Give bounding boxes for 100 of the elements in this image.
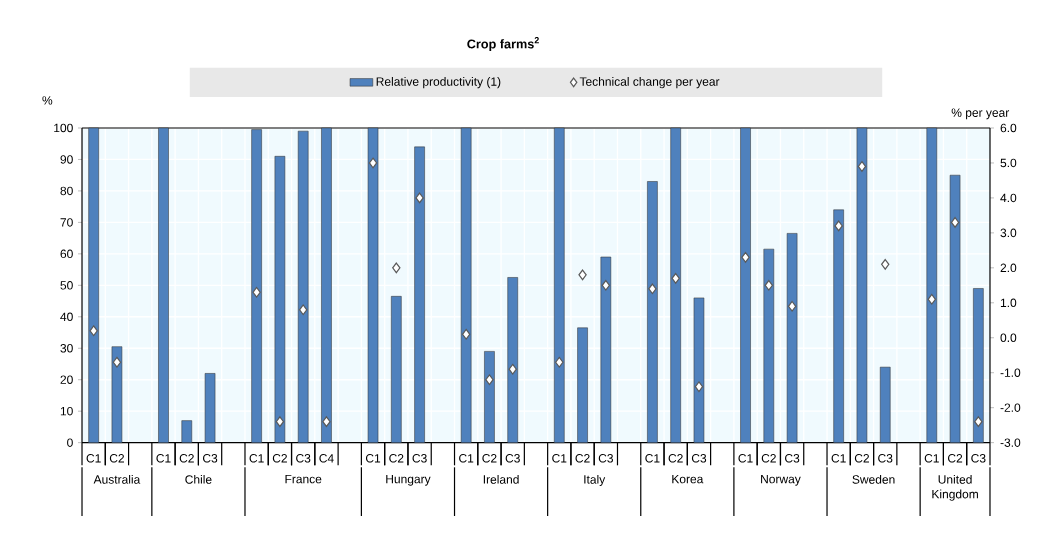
point xyxy=(601,279,611,291)
x-tick-label: C1 xyxy=(645,454,660,463)
point xyxy=(648,283,657,295)
bar xyxy=(949,174,961,443)
x-tick-label: C2 xyxy=(668,454,683,463)
y2-tick-label: 6.0 xyxy=(1000,123,1017,133)
bar xyxy=(554,127,565,443)
y-tick-label: 100 xyxy=(54,123,73,133)
bar xyxy=(297,130,309,443)
y2-tick-label: -3.0 xyxy=(1000,438,1021,447)
chart-title: Crop farms$^{2}$ xyxy=(467,37,539,51)
y2-tick-label: 3.0 xyxy=(1000,228,1017,238)
point xyxy=(671,272,680,284)
text: Hungary xyxy=(386,474,431,486)
bar xyxy=(647,181,658,443)
y2-tick-label: 2.0 xyxy=(1000,263,1017,273)
point xyxy=(974,416,983,428)
y2-tick-label: 1.0 xyxy=(1000,298,1017,308)
text: France xyxy=(285,474,322,484)
bar xyxy=(158,127,169,443)
point xyxy=(881,258,890,270)
x-tick-label: C3 xyxy=(691,454,707,463)
y2-tick-label: -2.0 xyxy=(1000,403,1021,412)
bar xyxy=(763,248,775,443)
text: Chile xyxy=(185,474,212,484)
x-tick-label: C3 xyxy=(598,454,613,463)
bar xyxy=(577,327,588,443)
x-tick-label: C2 xyxy=(272,454,287,463)
bar xyxy=(973,288,984,443)
bar xyxy=(740,127,751,443)
y-tick-label: 50 xyxy=(60,281,73,290)
y-tick-label: 80 xyxy=(60,186,73,196)
y-tick-label: 40 xyxy=(60,312,73,322)
x-tick-label: C2 xyxy=(179,454,194,463)
x-tick-label: C2 xyxy=(575,454,590,463)
y-tick-label: 90 xyxy=(60,155,73,164)
y-tick-label: 60 xyxy=(60,249,73,259)
y-tick-label: 70 xyxy=(60,218,73,227)
bar xyxy=(786,233,798,443)
point xyxy=(392,262,401,274)
point xyxy=(368,157,378,169)
bar xyxy=(833,209,844,443)
text: Australia xyxy=(93,474,141,484)
text: Norway xyxy=(761,474,801,486)
x-tick-label: C1 xyxy=(86,454,101,463)
x-tick-label: C3 xyxy=(878,454,893,463)
bar xyxy=(391,296,402,443)
point xyxy=(89,325,98,337)
y2-tick-label: 4.0 xyxy=(1000,193,1017,203)
x-tick-label: C2 xyxy=(482,454,497,463)
legend-label: Technical change per year xyxy=(579,77,720,89)
bar xyxy=(414,146,425,443)
y2-tick-label: 5.0 xyxy=(1000,158,1017,168)
text: Korea xyxy=(672,474,704,484)
point xyxy=(112,356,122,368)
x-tick-label: C3 xyxy=(203,454,218,463)
bar xyxy=(670,127,681,443)
bar xyxy=(321,127,332,443)
y2-tick-label: -1.0 xyxy=(1000,368,1021,377)
y-axis-title: % xyxy=(42,96,53,105)
point xyxy=(787,300,797,312)
x-tick-label: C4 xyxy=(319,454,334,463)
bar xyxy=(484,351,495,443)
x-tick-label: C1 xyxy=(552,454,567,463)
x-tick-label: C2 xyxy=(761,454,776,463)
bar xyxy=(251,129,262,443)
bar xyxy=(507,277,518,443)
bar xyxy=(600,256,612,443)
point xyxy=(950,216,960,228)
point xyxy=(415,192,424,204)
x-tick-label: C3 xyxy=(296,454,311,463)
point xyxy=(275,416,285,428)
y-tick-label: 20 xyxy=(60,375,73,384)
point xyxy=(857,161,867,172)
x-tick-label: C2 xyxy=(389,454,404,463)
point xyxy=(578,269,587,281)
x-tick-label: C1 xyxy=(924,454,939,463)
point xyxy=(485,374,494,386)
x-tick-label: C2 xyxy=(948,454,963,463)
bar xyxy=(204,373,216,443)
point xyxy=(508,363,517,375)
bar xyxy=(274,156,286,443)
bar xyxy=(856,127,868,443)
point xyxy=(927,293,936,305)
legend-label: Relative productivity (1) xyxy=(376,77,501,89)
x-tick-label: C1 xyxy=(459,454,474,463)
text: Ireland xyxy=(483,474,519,484)
bar xyxy=(181,420,193,443)
y-tick-label: 10 xyxy=(60,406,73,416)
y-tick-label: 30 xyxy=(60,344,73,353)
x-tick-label: C3 xyxy=(412,454,427,463)
point xyxy=(322,416,331,428)
x-tick-label: C2 xyxy=(854,454,869,463)
x-tick-label: C2 xyxy=(109,454,124,463)
text: Sweden xyxy=(852,474,895,484)
point xyxy=(298,304,308,316)
bar xyxy=(460,127,472,443)
point xyxy=(694,381,704,393)
bar xyxy=(88,127,99,443)
x-tick-label: C3 xyxy=(505,454,520,463)
